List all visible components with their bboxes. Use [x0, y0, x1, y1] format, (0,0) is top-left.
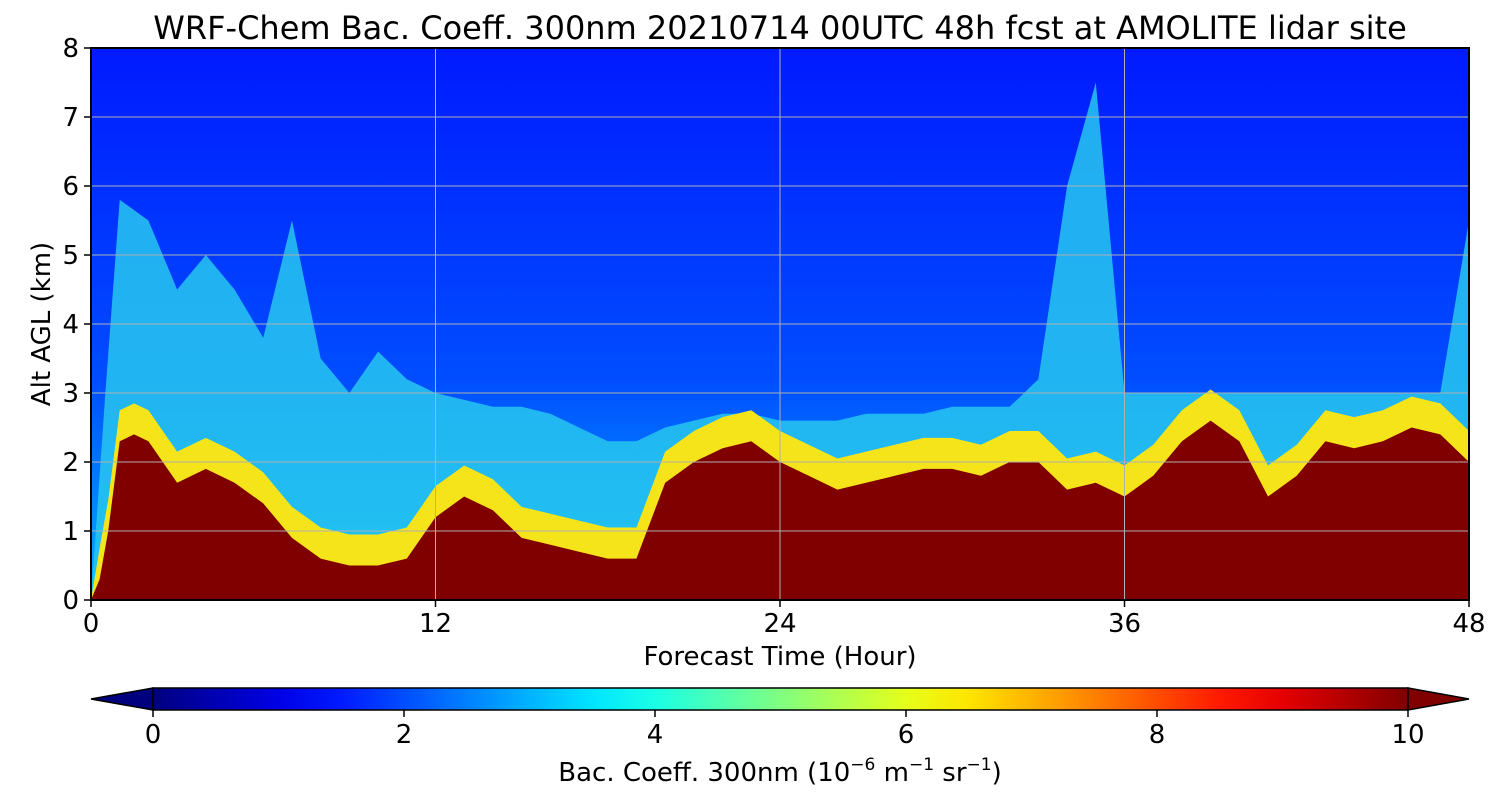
colorbar-tick-label: 10	[1391, 720, 1424, 750]
x-tick-label: 24	[763, 609, 796, 639]
y-tick-label: 5	[62, 241, 79, 271]
y-tick-label: 2	[62, 448, 79, 478]
colorbar-ticks: 0 2 4 6 8 10	[145, 710, 1425, 750]
y-tick-label: 0	[62, 586, 79, 616]
y-tick-label: 4	[62, 310, 79, 340]
plot-area	[91, 48, 1469, 600]
colorbar-tick-label: 2	[396, 720, 413, 750]
colorbar: 0 2 4 6 8 10 Bac. Coeff. 300nm (10−6 m−1 sr−1…	[90, 687, 1470, 788]
colorbar-extend-low	[90, 687, 154, 711]
colorbar-label: Bac. Coeff. 300nm (10−6 m−1 sr−1)	[558, 755, 1001, 788]
colorbar-gradient	[152, 687, 1409, 711]
colorbar-tick-label: 0	[145, 720, 162, 750]
x-tick-label: 0	[83, 609, 100, 639]
colorbar-tick-label: 8	[1149, 720, 1166, 750]
colorbar-tick-label: 6	[898, 720, 915, 750]
colorbar-extend-high	[1407, 687, 1470, 711]
x-axis-label: Forecast Time (Hour)	[643, 642, 916, 672]
y-axis: 0 1 2 3 4 5 6 7 8	[62, 34, 91, 616]
x-tick-label: 12	[419, 609, 452, 639]
x-tick-label: 36	[1108, 609, 1141, 639]
y-axis-label: Alt AGL (km)	[27, 242, 57, 406]
y-tick-label: 6	[62, 172, 79, 202]
colorbar-tick-label: 4	[647, 720, 664, 750]
chart-title: WRF-Chem Bac. Coeff. 300nm 20210714 00UT…	[153, 9, 1407, 47]
x-axis: 0 12 24 36 48	[83, 600, 1486, 639]
y-tick-label: 1	[62, 517, 79, 547]
x-tick-label: 48	[1452, 609, 1485, 639]
y-tick-label: 8	[62, 34, 79, 64]
grid	[91, 48, 1469, 600]
y-tick-label: 7	[62, 103, 79, 133]
y-tick-label: 3	[62, 379, 79, 409]
